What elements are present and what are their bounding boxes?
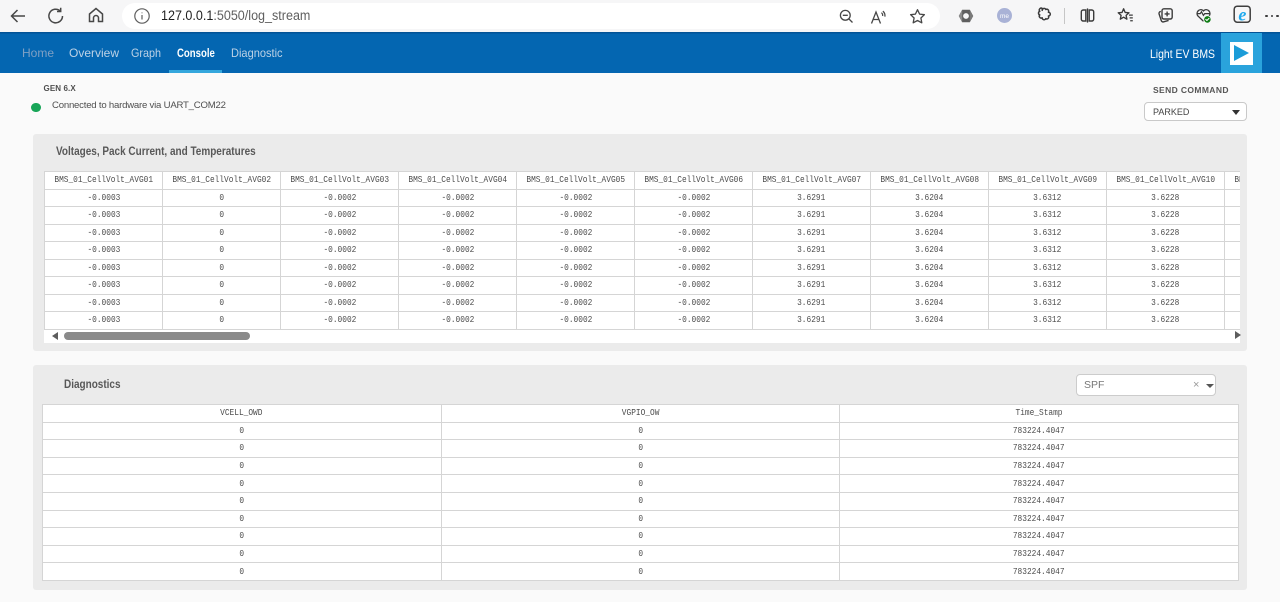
svg-text:e: e <box>1238 5 1246 24</box>
svg-text:me: me <box>1000 13 1009 20</box>
